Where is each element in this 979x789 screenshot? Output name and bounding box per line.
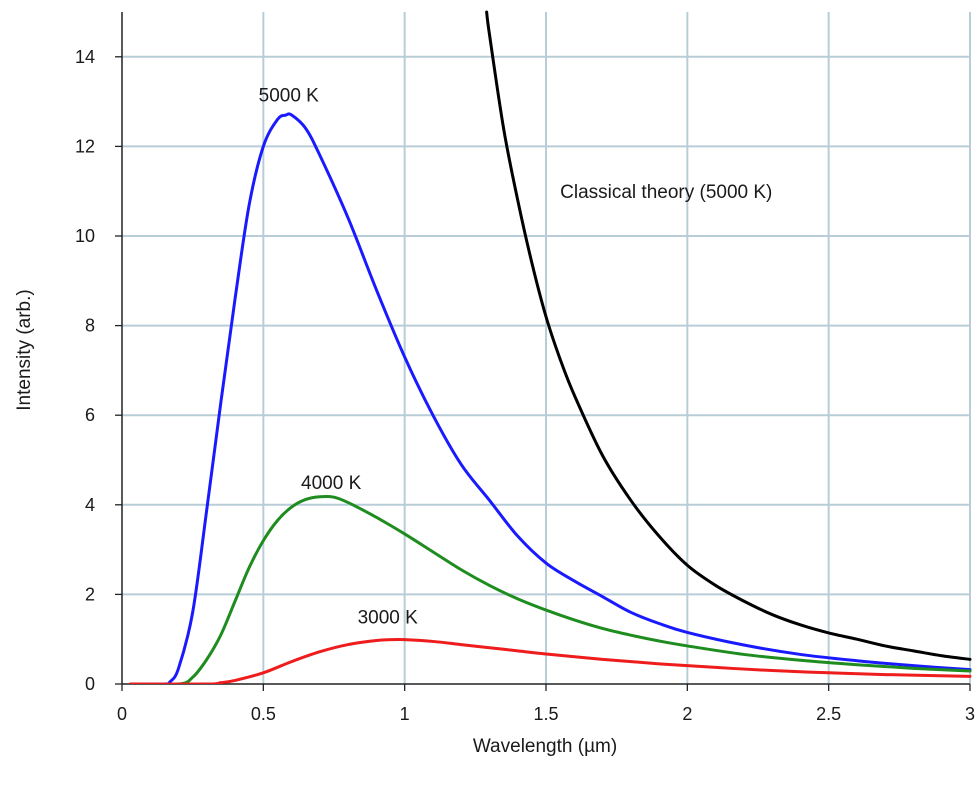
y-tick-label-5: 10 [75, 226, 95, 246]
series-line-3000-k [128, 637, 972, 684]
series-label-5000-k: 5000 K [259, 86, 320, 107]
x-tick-label-3: 1.5 [533, 704, 558, 724]
series-label-4000-k: 4000 K [301, 473, 362, 494]
y-axis-title: Intensity (arb.) [14, 289, 35, 410]
x-axis-title: Wavelength (µm) [473, 736, 617, 757]
series-line-4000-k [128, 494, 972, 684]
y-tick-label-3: 6 [85, 405, 95, 425]
y-tick-label-4: 8 [85, 316, 95, 336]
x-tick-label-1: 0.5 [251, 704, 276, 724]
x-tick-label-5: 2.5 [816, 704, 841, 724]
series-line-classical-theory-5000-k [485, 10, 972, 661]
x-tick-label-4: 2 [682, 704, 692, 724]
y-tick-label-2: 4 [85, 495, 95, 515]
series-line-5000-k [128, 112, 972, 684]
label-layer: 5000 K 4000 K 3000 K Classical theory (5000… [259, 86, 773, 629]
x-tick-label-2: 1 [400, 704, 410, 724]
series-label-3000-k: 3000 K [358, 608, 419, 629]
x-tick-label-0: 0 [117, 704, 127, 724]
y-tick-label-6: 12 [75, 136, 95, 156]
axes-layer: 0 0.5 1 1.5 2 2.5 3 0 2 4 6 8 10 12 14 [75, 12, 975, 724]
x-tick-label-6: 3 [965, 704, 975, 724]
series-label-classical-theory-5000-k: Classical theory (5000 K) [560, 182, 772, 203]
y-tick-label-0: 0 [85, 674, 95, 694]
y-tick-label-1: 2 [85, 584, 95, 604]
series-layer [128, 10, 972, 684]
y-tick-label-7: 14 [75, 47, 95, 67]
grid-layer [122, 12, 971, 684]
